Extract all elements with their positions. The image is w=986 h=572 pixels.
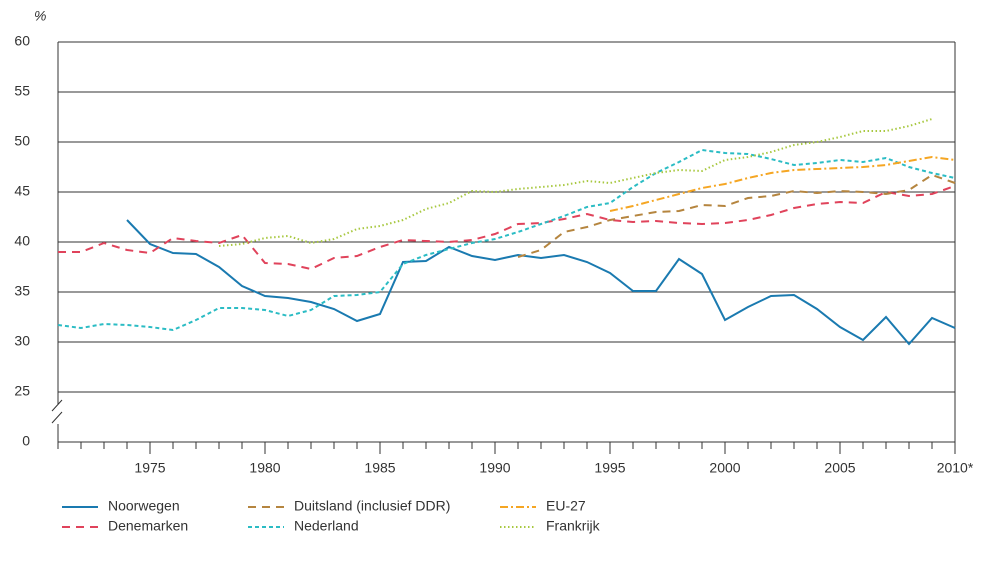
- legend-label: EU-27: [546, 498, 586, 514]
- y-tick-label: 0: [22, 433, 30, 449]
- x-tick-label: 2000: [709, 460, 740, 476]
- series-line: [218, 118, 933, 247]
- y-tick-label: 40: [14, 233, 30, 249]
- y-tick-label: 45: [14, 183, 30, 199]
- legend-label: Nederland: [294, 518, 359, 534]
- x-tick-label: 2010*: [937, 460, 974, 476]
- x-tick-label: 1975: [134, 460, 165, 476]
- y-tick-label: 30: [14, 333, 30, 349]
- legend-label: Duitsland (inclusief DDR): [294, 498, 450, 514]
- series-line: [609, 155, 956, 212]
- series-line: [58, 185, 956, 271]
- legend-label: Denemarken: [108, 518, 188, 534]
- y-tick-label: 25: [14, 383, 30, 399]
- x-tick-label: 2005: [824, 460, 855, 476]
- y-tick-label: 60: [14, 33, 30, 49]
- series-line: [126, 219, 956, 346]
- axis-break: [51, 399, 63, 424]
- x-tick-label: 1985: [364, 460, 395, 476]
- legend-label: Noorwegen: [108, 498, 180, 514]
- series-line: [57, 148, 956, 332]
- x-tick-label: 1995: [594, 460, 625, 476]
- y-tick-label: 50: [14, 133, 30, 149]
- series-line: [517, 173, 956, 258]
- y-axis-unit: %: [34, 8, 46, 24]
- x-tick-label: 1990: [479, 460, 510, 476]
- y-tick-label: 55: [14, 83, 30, 99]
- y-tick-label: 35: [14, 283, 30, 299]
- legend-label: Frankrijk: [546, 518, 601, 534]
- x-tick-label: 1980: [249, 460, 280, 476]
